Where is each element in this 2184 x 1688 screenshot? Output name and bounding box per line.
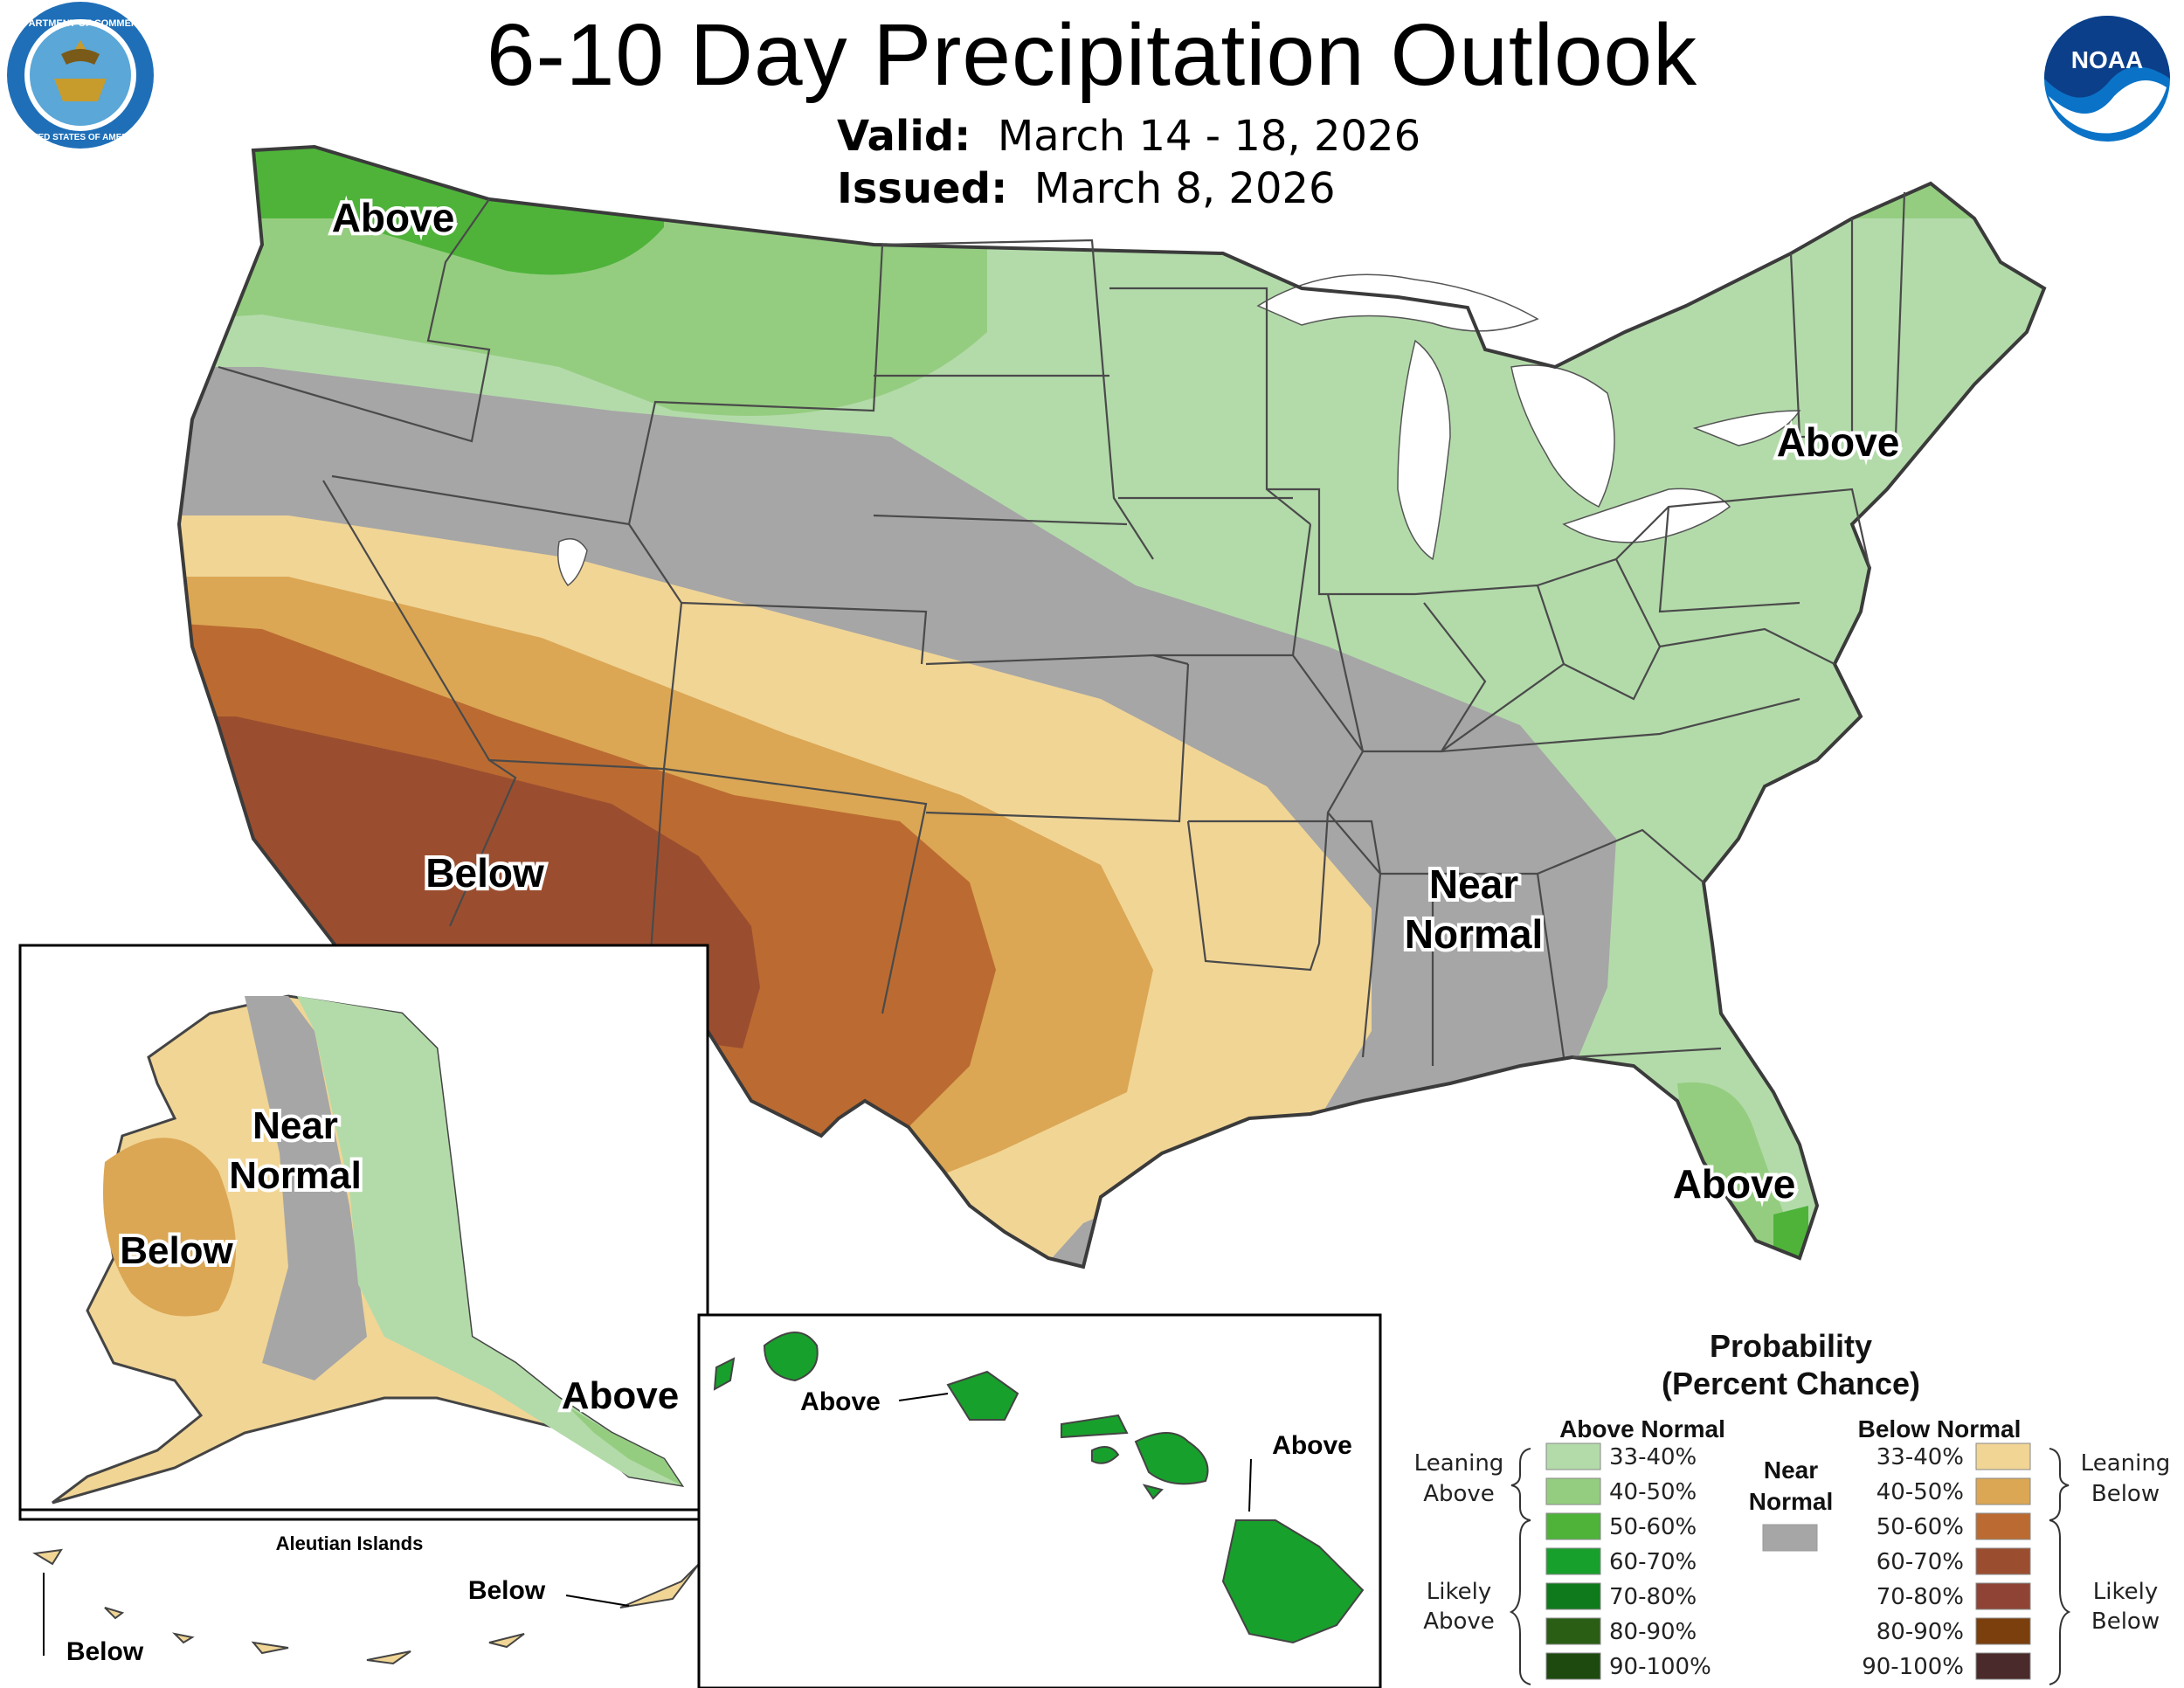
label-sw-below: Below	[425, 850, 544, 896]
legend-below-range: 80-90%	[1876, 1619, 1964, 1645]
brace-leaning-above	[1510, 1448, 1531, 1521]
legend-above-swatch	[1545, 1582, 1601, 1610]
legend-near-header-1: Near	[1764, 1456, 1818, 1484]
legend-leaning-above-2: Above	[1423, 1481, 1495, 1507]
legend-above-header: Above Normal	[1559, 1415, 1725, 1442]
label-ak-near-1: Near	[252, 1104, 338, 1147]
legend-below-range: 40-50%	[1876, 1479, 1964, 1505]
legend-above-range: 40-50%	[1609, 1479, 1697, 1505]
legend-above-range: 60-70%	[1609, 1549, 1697, 1575]
label-ne-above: Above	[1777, 419, 1900, 465]
issued-line: Issued: March 8, 2026	[837, 164, 1336, 213]
label-hi-above-left: Above	[800, 1387, 881, 1416]
label-near-1: Near	[1429, 861, 1518, 907]
legend-above-swatch	[1545, 1442, 1601, 1470]
legend: Probability (Percent Chance) Above Norma…	[1414, 1328, 2171, 1685]
hawaii-inset: Above Above	[697, 1313, 1382, 1688]
legend-likely-below-1: Likely	[2093, 1579, 2158, 1605]
legend-below-swatch	[1975, 1442, 2031, 1470]
legend-above-range: 80-90%	[1609, 1619, 1697, 1645]
legend-title-2: (Percent Chance)	[1662, 1366, 1920, 1401]
brace-leaning-below	[2049, 1448, 2070, 1521]
valid-line: Valid: March 14 - 18, 2026	[837, 112, 1420, 161]
legend-likely-below-2: Below	[2091, 1608, 2160, 1635]
legend-above-swatch	[1545, 1477, 1601, 1505]
label-hi-above-right: Above	[1272, 1431, 1352, 1460]
svg-text:DEPARTMENT OF COMMERCE: DEPARTMENT OF COMMERCE	[10, 18, 151, 29]
alaska-inset: Near Normal Below Above Aleutian Islands…	[18, 944, 709, 1666]
legend-title-1: Probability	[1710, 1328, 1872, 1364]
noaa-logo-icon: NOAA	[2044, 16, 2170, 142]
legend-leaning-below-1: Leaning	[2081, 1450, 2171, 1477]
brace-likely-below	[2049, 1519, 2071, 1685]
page-title: 6-10 Day Precipitation Outlook	[486, 6, 1698, 104]
svg-text:UNITED STATES OF AMERICA: UNITED STATES OF AMERICA	[17, 133, 143, 142]
commerce-seal-icon: DEPARTMENT OF COMMERCE UNITED STATES OF …	[7, 2, 154, 149]
label-near-2: Normal	[1405, 911, 1543, 957]
svg-text:NOAA: NOAA	[2071, 46, 2143, 73]
label-florida-above: Above	[1673, 1161, 1796, 1207]
legend-below-header: Below Normal	[1858, 1415, 2022, 1442]
issued-date: March 8, 2026	[1033, 164, 1336, 213]
state-borders	[218, 191, 1906, 1066]
label-nw-above: Above	[332, 195, 455, 240]
legend-below-range: 50-60%	[1876, 1514, 1964, 1540]
legend-above-range: 33-40%	[1609, 1444, 1697, 1470]
legend-above-range: 70-80%	[1609, 1584, 1697, 1610]
legend-below-swatch	[1975, 1512, 2031, 1540]
legend-below-swatch	[1975, 1617, 2031, 1645]
legend-above-swatch	[1545, 1617, 1601, 1645]
legend-near-swatch	[1762, 1524, 1818, 1552]
legend-likely-above-2: Above	[1423, 1608, 1495, 1635]
legend-below-swatch	[1975, 1582, 2031, 1610]
label-aleutian-below-east: Below	[468, 1576, 546, 1605]
legend-near-header-2: Normal	[1749, 1488, 1833, 1515]
legend-below-range: 90-100%	[1862, 1654, 1964, 1680]
aleutian-title: Aleutian Islands	[276, 1532, 424, 1554]
legend-above-range: 90-100%	[1609, 1654, 1711, 1680]
valid-dates: March 14 - 18, 2026	[997, 112, 1421, 161]
legend-below-range: 60-70%	[1876, 1549, 1964, 1575]
legend-below-range: 33-40%	[1876, 1444, 1964, 1470]
issued-label: Issued:	[837, 164, 1008, 213]
legend-below-range: 70-80%	[1876, 1584, 1964, 1610]
label-ak-below: Below	[120, 1229, 233, 1272]
label-ak-above: Above	[562, 1374, 679, 1417]
legend-below-swatch	[1975, 1547, 2031, 1575]
legend-above-range: 50-60%	[1609, 1514, 1697, 1540]
great-lakes	[557, 273, 1801, 587]
legend-below-swatch	[1975, 1477, 2031, 1505]
legend-leaning-below-2: Below	[2091, 1481, 2160, 1507]
legend-likely-above-1: Likely	[1427, 1579, 1491, 1605]
legend-rows: 33-40% 33-40% 40-50% 40-50% 50-60% 50-60% 60-7…	[1545, 1442, 2031, 1680]
label-ak-near-2: Normal	[229, 1154, 362, 1197]
legend-above-swatch	[1545, 1652, 1601, 1680]
valid-label: Valid:	[837, 112, 971, 161]
legend-leaning-above-1: Leaning	[1414, 1450, 1504, 1477]
label-aleutian-below-west: Below	[66, 1637, 144, 1666]
legend-above-swatch	[1545, 1547, 1601, 1575]
legend-below-swatch	[1975, 1652, 2031, 1680]
legend-above-swatch	[1545, 1512, 1601, 1540]
brace-likely-above	[1509, 1519, 1531, 1685]
